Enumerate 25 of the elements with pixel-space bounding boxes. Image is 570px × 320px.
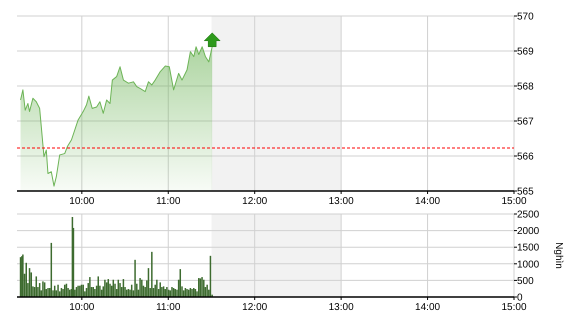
y-tick-label: 1500 [517,242,540,254]
x-tick-label: 15:00 [501,196,527,207]
x-tick-label: 12:00 [242,196,268,207]
x-tick-label: 13:00 [328,302,354,313]
x-tick-label: 11:00 [156,196,181,207]
y-tick-label: 1000 [517,259,540,270]
x-tick-label: 15:00 [501,302,527,313]
y-tick-label: 568 [517,82,534,92]
y-tick-label: 569 [517,46,534,58]
y-tick-label: 565 [517,186,534,198]
y-tick-label: 0 [517,292,523,304]
x-tick-label: 10:00 [69,196,95,207]
x-tick-label: 14:00 [415,302,441,313]
x-tick-label: 12:00 [242,302,268,313]
y-axis-title: Nghìn [553,242,564,269]
x-tick-label: 10:00 [69,302,95,313]
x-tick-label: 13:00 [328,196,354,207]
y-tick-label: 566 [517,152,534,162]
y-tick-label: 570 [517,12,534,22]
x-tick-label: 11:00 [156,302,181,313]
y-tick-label: 2500 [517,210,540,220]
y-tick-label: 2000 [517,226,540,238]
y-tick-label: 567 [517,116,534,128]
y-tick-label: 500 [517,276,534,287]
x-tick-label: 14:00 [415,196,441,207]
